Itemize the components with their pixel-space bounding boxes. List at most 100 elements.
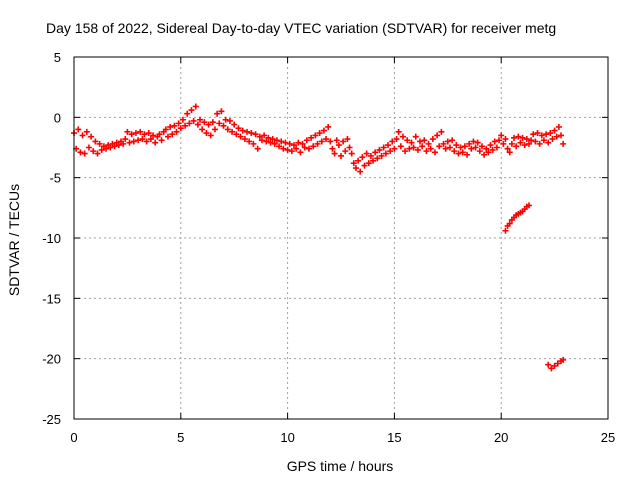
data-point bbox=[511, 134, 518, 141]
data-point bbox=[226, 117, 233, 124]
data-point bbox=[483, 145, 490, 152]
data-point bbox=[132, 130, 139, 137]
data-point bbox=[98, 146, 105, 153]
data-point bbox=[192, 103, 199, 110]
data-point bbox=[395, 128, 402, 135]
data-point bbox=[338, 152, 344, 159]
data-point bbox=[376, 146, 383, 153]
y-tick-label: -20 bbox=[42, 352, 61, 367]
data-point bbox=[393, 136, 400, 143]
data-point bbox=[425, 140, 432, 147]
data-point bbox=[152, 139, 159, 146]
data-point bbox=[207, 132, 214, 139]
y-tick-label: -25 bbox=[42, 412, 61, 427]
data-point bbox=[350, 160, 357, 167]
data-point bbox=[485, 149, 492, 156]
data-point bbox=[94, 150, 101, 157]
data-point bbox=[316, 130, 323, 137]
data-point bbox=[220, 122, 227, 129]
data-point bbox=[421, 137, 428, 144]
data-point bbox=[229, 128, 236, 135]
data-point bbox=[504, 145, 511, 152]
data-point bbox=[370, 157, 377, 164]
data-point bbox=[188, 107, 195, 114]
x-tick-label: 25 bbox=[601, 430, 615, 445]
data-point bbox=[310, 143, 317, 150]
data-point bbox=[558, 132, 565, 139]
data-point bbox=[182, 122, 189, 129]
data-point bbox=[534, 130, 541, 137]
axis-ticks: 0 5 10 15 20 25 5 0 -5 -10 -15 -20 -25 bbox=[42, 50, 615, 445]
data-point bbox=[440, 140, 447, 147]
data-point bbox=[442, 145, 449, 152]
data-point bbox=[384, 142, 391, 149]
data-point bbox=[361, 162, 368, 169]
data-point bbox=[269, 136, 276, 143]
data-point bbox=[468, 145, 475, 152]
data-point bbox=[314, 140, 321, 147]
data-point bbox=[235, 125, 242, 132]
data-point bbox=[271, 140, 278, 147]
data-point bbox=[143, 138, 150, 145]
data-point bbox=[372, 149, 379, 156]
x-tick-label: 15 bbox=[387, 430, 401, 445]
data-point bbox=[329, 145, 336, 152]
data-point bbox=[250, 140, 257, 147]
data-point bbox=[506, 220, 513, 227]
data-point bbox=[79, 132, 86, 139]
chart-title: Day 158 of 2022, Sidereal Day-to-day VTE… bbox=[46, 20, 556, 36]
data-point bbox=[288, 148, 295, 155]
data-point bbox=[280, 145, 287, 152]
data-point bbox=[491, 138, 498, 145]
data-point bbox=[500, 140, 507, 147]
data-point bbox=[126, 139, 133, 146]
data-point bbox=[502, 227, 509, 234]
x-tick-label: 10 bbox=[280, 430, 294, 445]
data-point bbox=[493, 144, 500, 151]
data-point bbox=[342, 148, 349, 155]
data-point bbox=[459, 149, 466, 156]
data-point bbox=[308, 134, 315, 141]
data-point bbox=[387, 148, 394, 155]
data-point bbox=[90, 148, 97, 155]
data-point bbox=[88, 133, 95, 140]
data-point bbox=[410, 144, 417, 151]
data-point bbox=[224, 126, 231, 133]
data-point bbox=[363, 150, 370, 157]
data-point bbox=[508, 140, 515, 147]
data-point bbox=[327, 138, 334, 145]
data-point bbox=[276, 143, 283, 150]
data-point bbox=[293, 145, 300, 152]
data-point bbox=[209, 119, 216, 126]
data-point bbox=[378, 152, 385, 159]
data-point bbox=[335, 142, 342, 149]
data-point bbox=[474, 139, 481, 146]
y-tick-label: -5 bbox=[49, 171, 61, 186]
data-point bbox=[265, 134, 272, 141]
data-point bbox=[107, 144, 114, 151]
y-axis-label: SDTVAR / TECUs bbox=[6, 184, 22, 296]
data-point bbox=[81, 150, 88, 157]
data-point bbox=[256, 133, 263, 140]
data-point bbox=[85, 144, 92, 151]
data-point bbox=[470, 138, 477, 145]
data-point bbox=[352, 165, 359, 172]
data-point bbox=[553, 133, 560, 140]
data-point bbox=[346, 144, 353, 151]
data-point bbox=[320, 127, 327, 134]
data-point bbox=[252, 131, 259, 138]
data-point bbox=[301, 144, 308, 151]
data-point bbox=[171, 122, 178, 129]
data-point bbox=[197, 116, 204, 123]
data-point bbox=[431, 149, 438, 156]
data-point bbox=[451, 148, 458, 155]
data-point bbox=[434, 132, 441, 139]
data-point bbox=[201, 119, 208, 126]
data-point bbox=[244, 128, 251, 135]
data-point bbox=[446, 144, 453, 151]
data-point bbox=[273, 137, 280, 144]
data-point bbox=[551, 362, 558, 369]
data-point bbox=[554, 360, 561, 367]
data-point bbox=[284, 146, 291, 153]
data-point bbox=[545, 139, 552, 146]
